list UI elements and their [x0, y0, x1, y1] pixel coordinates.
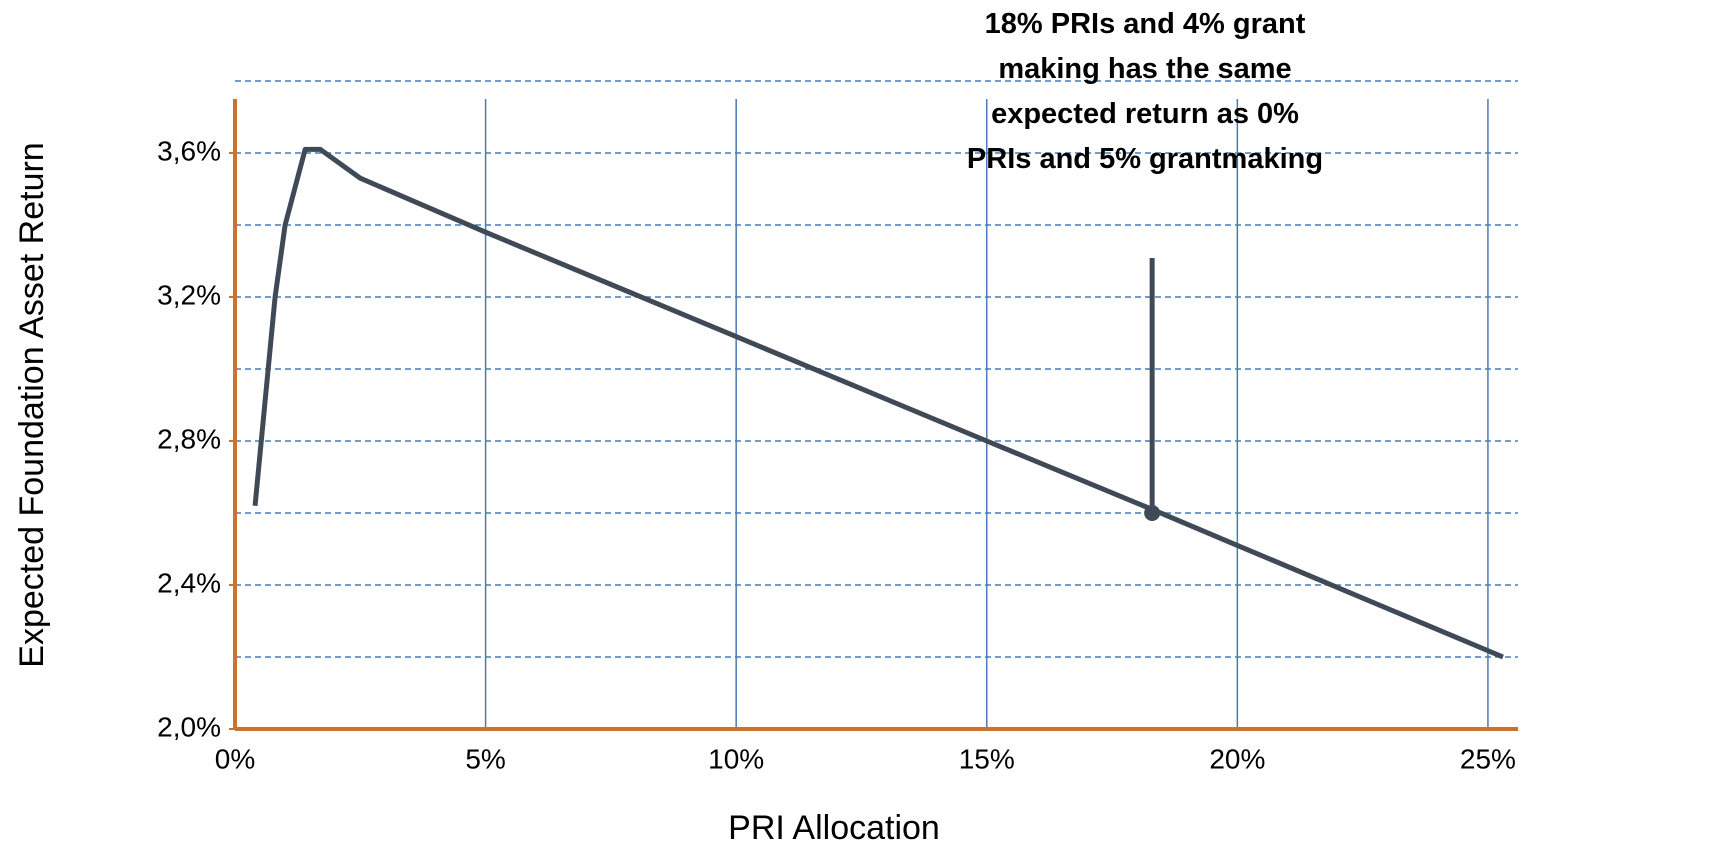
x-tick-label: 20% [1209, 743, 1265, 774]
x-tick-label: 25% [1460, 743, 1516, 774]
y-tick-label: 2,4% [157, 567, 221, 598]
annotation: 18% PRIs and 4% grant making has the sam… [966, 8, 1324, 175]
x-tick-label: 10% [708, 743, 764, 774]
x-tick-label: 0% [215, 743, 255, 774]
x-tick-label: 5% [465, 743, 505, 774]
x-tick-label: 15% [959, 743, 1015, 774]
y-axis-title: Expected Foundation Asset Return [13, 142, 51, 667]
y-tick-label: 3,6% [157, 135, 221, 166]
annotation-point [1144, 505, 1161, 521]
y-tick-label: 2,8% [157, 423, 221, 454]
y-tick-label: 2,0% [157, 711, 221, 742]
x-axis-title: PRI Allocation [728, 809, 940, 847]
y-tick-label: 3,2% [157, 279, 221, 310]
